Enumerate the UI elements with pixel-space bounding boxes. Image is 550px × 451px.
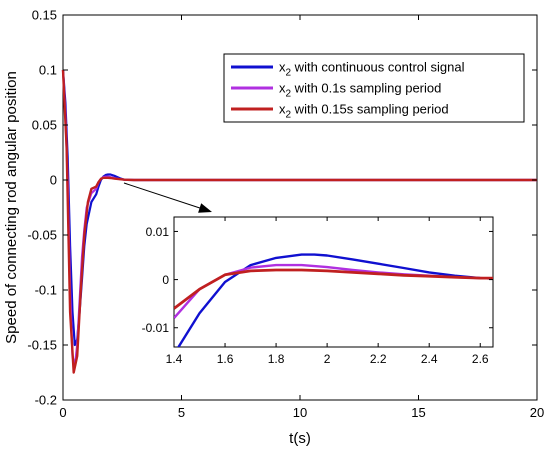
inset-y-tick-label: 0.01: [146, 225, 170, 239]
inset-x-tick-label: 1.8: [268, 352, 285, 366]
inset-series-line-3: [174, 268, 493, 310]
x-tick-label: 0: [59, 405, 66, 420]
inset-y-tick-label: 0: [162, 273, 169, 287]
x-axis-label: t(s): [289, 430, 311, 447]
inset-series-line-1: [177, 253, 493, 347]
y-tick-label: -0.1: [35, 283, 57, 298]
inset-x-tick-label: 2: [324, 352, 331, 366]
legend-box: [223, 53, 525, 123]
inset-series-group: [174, 253, 493, 347]
zoom-arrow-line: [123, 182, 205, 210]
y-tick-label: -0.15: [27, 338, 57, 353]
inset-y-tick-label: -0.01: [142, 321, 170, 335]
x-tick-label: 10: [293, 405, 307, 420]
y-tick-label: 0: [50, 173, 57, 188]
inset-ticks-group: 1.4 1.6 1.8 2 2.2 2.4 2.6 0.01 0 -0.01: [142, 217, 493, 366]
legend-entry-text: with 0.1s sampling period: [291, 81, 441, 96]
inset-plot: 1.4 1.6 1.8 2 2.2 2.4 2.6 0.01 0 -0.01: [142, 216, 494, 366]
x-tick-label: 20: [530, 405, 544, 420]
main-series-line-3: [61, 69, 537, 374]
y-tick-label: -0.05: [27, 228, 57, 243]
y-tick-label: 0.05: [32, 118, 57, 133]
legend-entry-text: with 0.15s sampling period: [291, 102, 449, 117]
legend-entry-3: x2 with 0.15s sampling period: [279, 102, 449, 121]
legend-entry-symbol: x: [279, 102, 286, 117]
x-tick-label: 15: [411, 405, 425, 420]
inset-x-tick-label: 2.4: [421, 352, 438, 366]
legend-entry-1: x2 with continuous control signal: [279, 60, 465, 79]
y-tick-label: -0.2: [35, 393, 57, 408]
y-tick-label: 0.15: [32, 8, 57, 23]
legend-entry-2: x2 with 0.1s sampling period: [279, 81, 441, 100]
main-series-line-1: [61, 69, 537, 347]
main-series-group: [61, 69, 537, 374]
legend-entry-symbol: x: [279, 81, 286, 96]
inset-x-tick-label: 1.4: [166, 352, 183, 366]
zoom-arrow-head: [198, 203, 212, 213]
legend-entry-symbol: x: [279, 60, 286, 75]
inset-plot-frame: [173, 216, 494, 348]
inset-x-tick-label: 2.2: [370, 352, 387, 366]
main-ticks-group: 0 5 10 15 200.150.10.050-0.05-0.1-0.15-0.2: [27, 8, 544, 421]
inset-x-tick-label: 1.6: [217, 352, 234, 366]
y-axis-label: Speed of connecting rod angular position: [3, 71, 20, 344]
legend-entry-text: with continuous control signal: [291, 60, 465, 75]
x-tick-label: 5: [178, 405, 185, 420]
legend-entry-subscript: 2: [286, 68, 292, 79]
y-tick-label: 0.1: [39, 63, 57, 78]
inset-x-tick-label: 2.6: [472, 352, 489, 366]
zoom-arrow: [123, 182, 212, 213]
legend-entry-subscript: 2: [286, 89, 292, 100]
legend-entry-subscript: 2: [286, 110, 292, 121]
